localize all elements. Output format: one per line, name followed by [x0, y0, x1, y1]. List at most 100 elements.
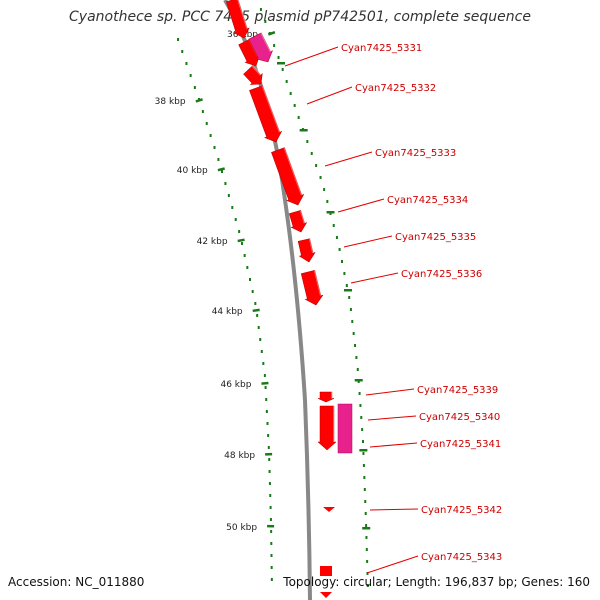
gene-5331-hl	[248, 32, 273, 63]
major-tick	[261, 381, 269, 385]
tick-label: 38 kbp	[155, 97, 186, 107]
gene-arrow	[300, 270, 324, 306]
minor-tick	[185, 62, 188, 65]
gene-label: Cyan7425_5340	[419, 412, 500, 423]
callout-line	[337, 198, 385, 213]
minor-tick	[366, 572, 369, 575]
minor-tick	[251, 290, 254, 293]
minor-tick	[365, 536, 368, 539]
minor-tick	[193, 86, 196, 89]
gene-label: Cyan7425_5343	[421, 552, 502, 563]
map-title: Cyanothece sp. PCC 7425 plasmid pP742501…	[69, 9, 531, 25]
minor-tick	[345, 284, 348, 287]
gene-arrow	[243, 65, 263, 85]
gene-arrow	[271, 147, 305, 206]
minor-tick	[268, 458, 271, 461]
gene-label: Cyan7425_5339	[417, 385, 498, 396]
tick-label: 48 kbp	[224, 451, 255, 461]
minor-tick	[243, 254, 246, 257]
minor-tick	[354, 344, 357, 347]
major-tick	[195, 98, 203, 103]
minor-tick	[364, 512, 367, 515]
minor-tick	[355, 356, 358, 359]
gene-5334	[288, 209, 308, 233]
gene-shine	[299, 209, 306, 224]
minor-tick	[349, 308, 352, 311]
minor-tick	[259, 8, 262, 11]
minor-tick	[181, 50, 184, 53]
minor-tick	[360, 416, 363, 419]
minor-tick	[241, 242, 243, 245]
minor-tick	[310, 152, 313, 155]
gene-arrow	[297, 238, 316, 263]
minor-tick	[293, 104, 296, 107]
major-tick	[267, 524, 275, 528]
gene-label: Cyan7425_5331	[341, 43, 422, 54]
gene-shine	[313, 270, 322, 296]
minor-tick	[249, 278, 251, 281]
tick-label: 44 kbp	[212, 307, 243, 317]
major-tick	[326, 211, 335, 214]
outer-tick-ring	[259, 8, 371, 587]
plasmid-backbone	[223, 0, 312, 600]
gene-shine	[251, 65, 262, 76]
gene-5336	[300, 270, 324, 306]
minor-tick	[358, 392, 361, 395]
gene-arrow	[249, 85, 283, 143]
minor-tick	[338, 248, 341, 251]
tick-label: 40 kbp	[177, 166, 208, 176]
minor-tick	[265, 398, 268, 401]
minor-tick	[323, 188, 326, 191]
minor-tick	[362, 440, 364, 443]
gene-5332b	[249, 85, 283, 143]
minor-tick	[335, 236, 338, 239]
minor-tick	[256, 314, 259, 317]
gene-arrow	[288, 209, 308, 233]
minor-tick	[268, 482, 271, 485]
major-tick	[252, 308, 260, 313]
gene-5335	[297, 238, 316, 263]
gene-5331a	[225, 0, 250, 39]
minor-tick	[224, 182, 227, 185]
gene-label: Cyan7425_5334	[387, 195, 468, 206]
gene-arrow	[317, 391, 335, 403]
gene-label: Cyan7425_5332	[355, 83, 436, 94]
minor-tick	[362, 452, 365, 455]
minor-tick	[366, 560, 369, 563]
gene-5342	[323, 507, 335, 512]
minor-tick	[265, 410, 268, 413]
gene-shine	[261, 85, 281, 133]
minor-tick	[365, 524, 368, 527]
minor-tick	[209, 134, 212, 137]
minor-tick	[306, 140, 309, 143]
minor-tick	[277, 56, 280, 59]
gene-callouts: Cyan7425_5331 Cyan7425_5332 Cyan7425_5333 C…	[284, 43, 502, 574]
minor-tick	[270, 542, 273, 545]
callout-line	[350, 272, 399, 284]
minor-tick	[238, 230, 241, 233]
callout-line	[365, 388, 415, 396]
minor-tick	[363, 476, 366, 479]
topology-summary: Topology: circular; Length: 196,837 bp; …	[283, 575, 590, 589]
minor-tick	[289, 92, 292, 95]
minor-tick	[213, 146, 216, 149]
minor-tick	[297, 116, 300, 119]
minor-tick	[257, 326, 260, 329]
minor-tick	[189, 74, 192, 77]
minor-tick	[260, 350, 263, 353]
minor-tick	[269, 506, 272, 509]
callout-line	[369, 508, 419, 511]
major-tick	[277, 62, 285, 65]
minor-tick	[205, 122, 208, 125]
major-tick	[299, 129, 308, 132]
minor-tick	[270, 554, 273, 557]
tick-label: 50 kbp	[226, 523, 257, 533]
minor-tick	[234, 218, 237, 221]
accession-text: Accession: NC_011880	[8, 575, 145, 589]
minor-tick	[332, 224, 335, 227]
minor-tick	[319, 176, 322, 179]
minor-tick	[262, 362, 265, 365]
gene-label: Cyan7425_5342	[421, 505, 502, 516]
gene-5341-hl	[337, 403, 353, 454]
callout-line	[367, 415, 417, 421]
